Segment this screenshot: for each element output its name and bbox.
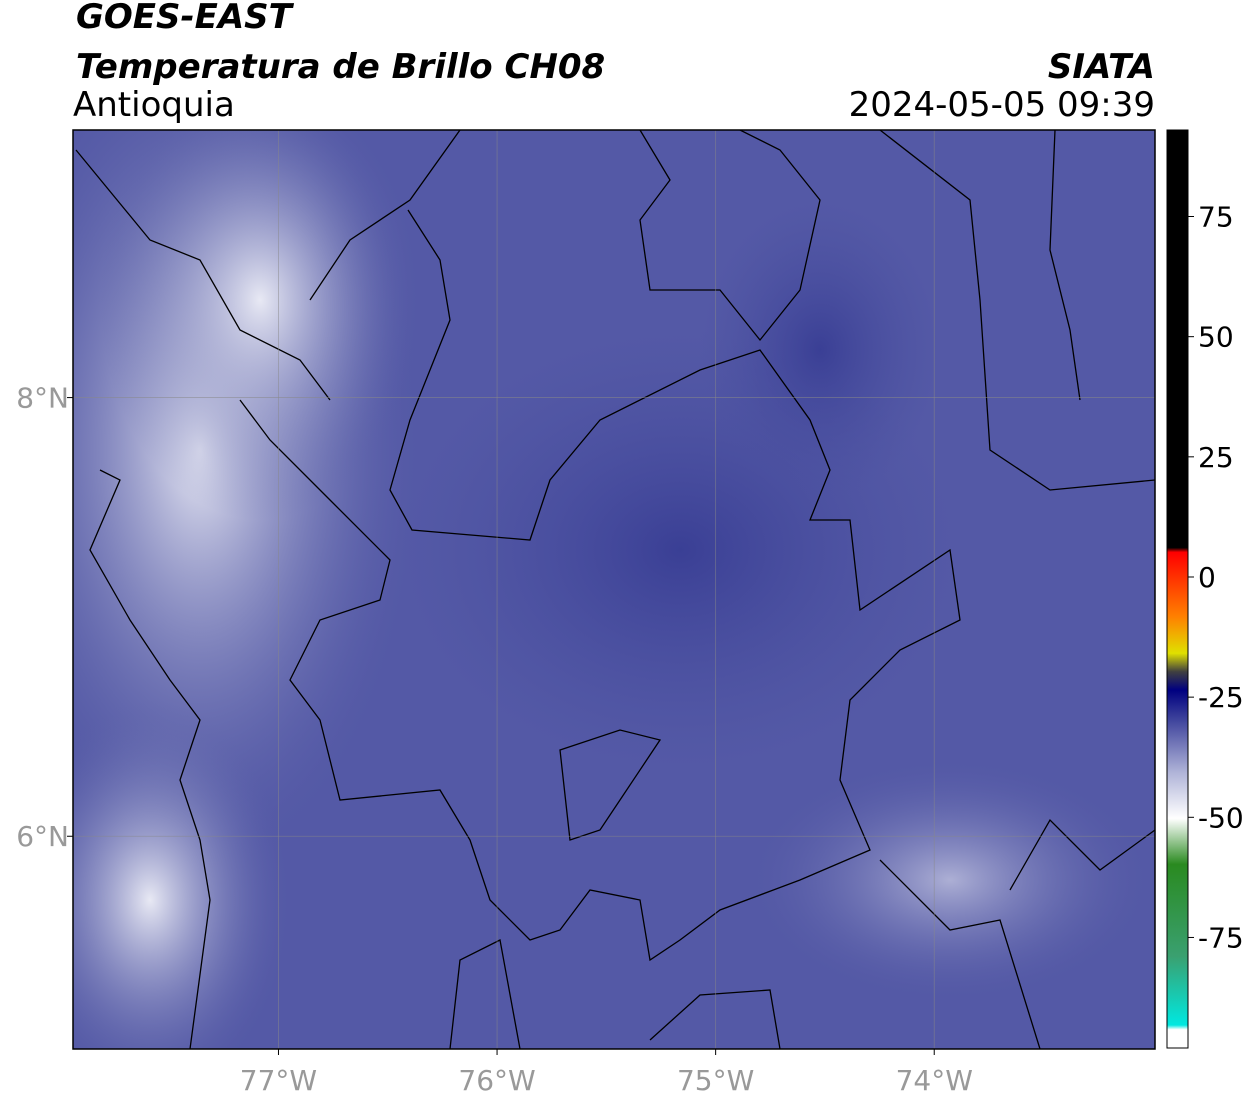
colorbar-tick-label: 75 [1198,201,1234,234]
subtitle: Temperatura de Brillo CH08 [76,47,605,87]
x-tick-label: 74°W [896,1064,973,1097]
region: Antioquia [73,85,235,125]
x-tick-label: 75°W [677,1064,754,1097]
colorbar-tick-label: 25 [1198,441,1234,474]
y-tick-label: 6°N [16,820,69,853]
timestamp: 2024-05-05 09:39 [849,85,1155,125]
colorbar-tick-label: 0 [1198,561,1216,594]
x-tick-label: 76°W [458,1064,535,1097]
map-frame [72,129,1156,1050]
colorbar [1166,129,1189,1049]
source: SIATA [1048,47,1155,87]
colorbar-tick-label: -25 [1198,681,1244,714]
map-image [73,130,1155,1049]
colorbar-tick-label: 50 [1198,321,1234,354]
x-tick-label: 77°W [240,1064,317,1097]
graticule [73,130,1155,1049]
colorbar-tick-label: -50 [1198,801,1244,834]
colorbar-tick-label: -75 [1198,921,1244,954]
y-tick-label: 8°N [16,382,69,415]
title: GOES-EAST [76,0,295,37]
